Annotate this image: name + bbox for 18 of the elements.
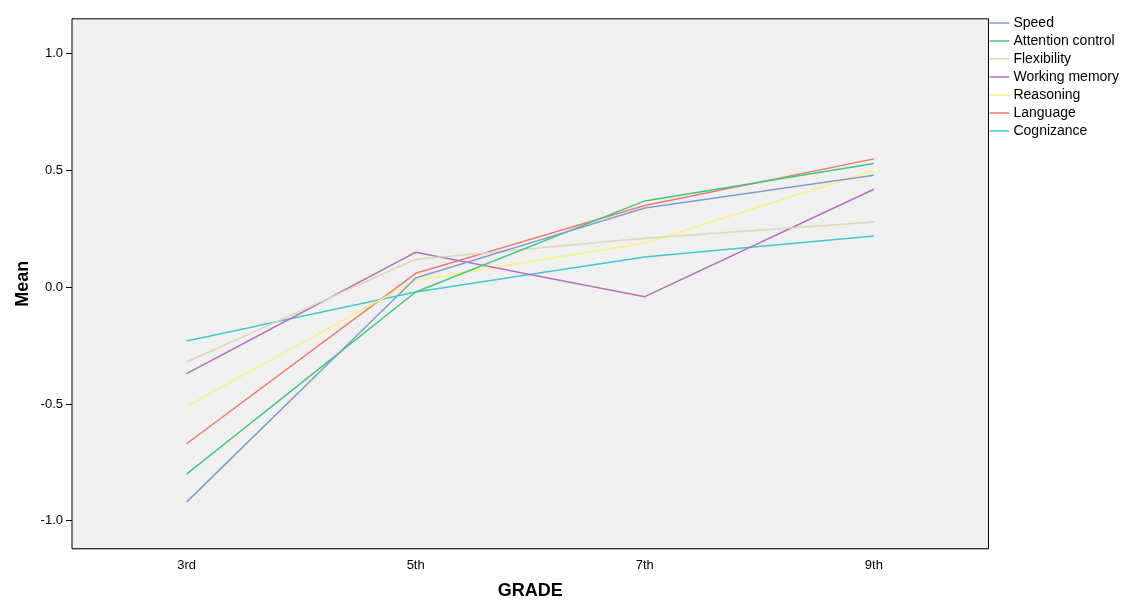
legend-label: Reasoning bbox=[1013, 85, 1081, 102]
x-tick-label: 3rd bbox=[177, 557, 196, 573]
legend-label: Flexibility bbox=[1013, 49, 1072, 66]
y-axis-title: Mean bbox=[11, 260, 32, 307]
y-tick-label: -1.0 bbox=[40, 512, 63, 528]
legend-label: Speed bbox=[1013, 13, 1054, 30]
y-tick-label: 0.5 bbox=[44, 162, 63, 178]
legend-label: Cognizance bbox=[1013, 121, 1088, 138]
legend-label: Working memory bbox=[1013, 67, 1120, 84]
x-tick-label: 5th bbox=[406, 557, 425, 573]
y-tick-label: 0.0 bbox=[44, 278, 63, 294]
x-tick-label: 7th bbox=[635, 557, 654, 573]
y-tick-label: -0.5 bbox=[40, 395, 63, 411]
legend-label: Attention control bbox=[1013, 31, 1115, 48]
legend-label: Language bbox=[1013, 103, 1076, 120]
x-tick-label: 9th bbox=[864, 557, 883, 573]
y-tick-label: 1.0 bbox=[44, 45, 63, 61]
x-axis-title: GRADE bbox=[497, 580, 563, 601]
